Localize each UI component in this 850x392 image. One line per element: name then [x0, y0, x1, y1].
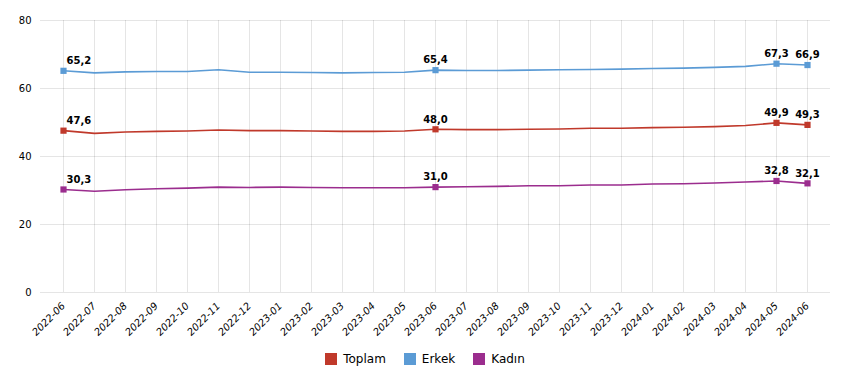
svg-text:2024-03: 2024-03: [681, 300, 718, 337]
svg-text:2023-09: 2023-09: [495, 300, 532, 337]
svg-text:20: 20: [19, 219, 32, 230]
svg-text:2022-11: 2022-11: [185, 300, 222, 337]
svg-text:2023-12: 2023-12: [588, 300, 625, 337]
svg-text:49,3: 49,3: [795, 109, 820, 120]
svg-text:2023-11: 2023-11: [557, 300, 594, 337]
svg-text:32,1: 32,1: [795, 168, 820, 179]
svg-text:2022-07: 2022-07: [60, 300, 99, 338]
svg-text:32,8: 32,8: [764, 165, 789, 176]
svg-text:2024-04: 2024-04: [712, 300, 749, 337]
svg-text:2022-09: 2022-09: [123, 300, 160, 337]
svg-text:65,2: 65,2: [67, 55, 92, 66]
svg-text:0: 0: [25, 287, 31, 298]
svg-text:2022-12: 2022-12: [216, 300, 253, 337]
svg-text:66,9: 66,9: [795, 49, 820, 60]
svg-text:31,0: 31,0: [423, 171, 448, 182]
svg-text:2022-08: 2022-08: [92, 300, 129, 337]
svg-text:2023-01: 2023-01: [247, 300, 284, 337]
svg-text:49,9: 49,9: [764, 107, 789, 118]
svg-text:47,6: 47,6: [67, 115, 92, 126]
svg-text:2023-04: 2023-04: [340, 300, 377, 337]
html-text:Toplam: Toplam: [343, 352, 386, 366]
svg-text:2023-03: 2023-03: [309, 300, 346, 337]
svg-text:2023-02: 2023-02: [278, 300, 315, 337]
svg-text:2023-05: 2023-05: [371, 300, 408, 337]
svg-text:2023-08: 2023-08: [464, 300, 501, 337]
svg-text:2023-06: 2023-06: [402, 300, 439, 337]
svg-text:30,3: 30,3: [67, 174, 92, 185]
svg-text:2023-10: 2023-10: [526, 300, 563, 337]
svg-text:2022-06: 2022-06: [30, 300, 67, 337]
svg-text:2024-05: 2024-05: [743, 300, 780, 337]
svg-text:2024-06: 2024-06: [774, 300, 811, 337]
html-text:Erkek: Erkek: [421, 352, 456, 366]
svg-text:65,4: 65,4: [423, 54, 448, 65]
svg-text:2024-02: 2024-02: [650, 300, 687, 337]
svg-text:2024-01: 2024-01: [619, 300, 656, 337]
svg-text:80: 80: [19, 15, 32, 26]
svg-text:2022-10: 2022-10: [154, 300, 191, 337]
svg-text:2023-07: 2023-07: [432, 300, 471, 338]
svg-text:48,0: 48,0: [423, 114, 448, 125]
svg-text:67,3: 67,3: [764, 48, 789, 59]
svg-text:60: 60: [19, 83, 32, 94]
svg-text:40: 40: [19, 151, 32, 162]
html-text:Kadın: Kadın: [491, 352, 525, 366]
